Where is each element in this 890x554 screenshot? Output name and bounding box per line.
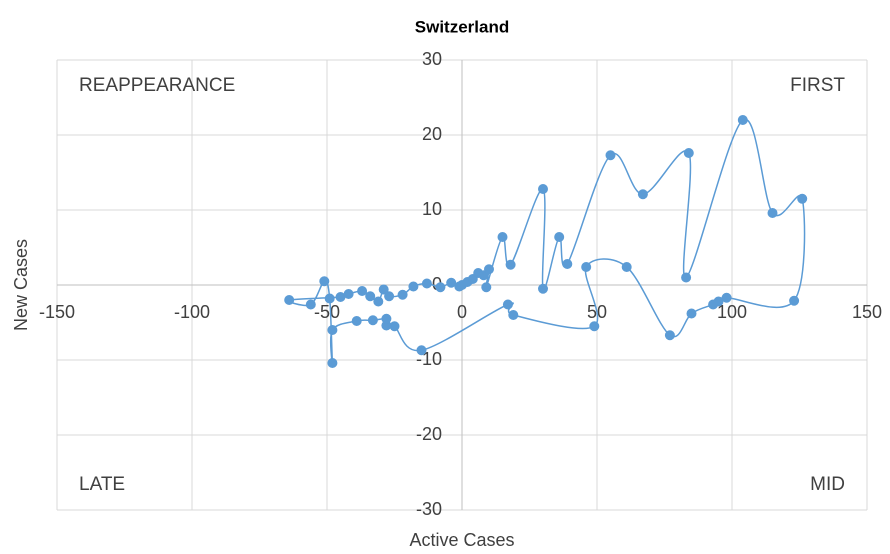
quadrant-label: MID [810, 474, 845, 495]
quadrant-label: REAPPEARANCE [79, 75, 235, 96]
point [481, 282, 492, 293]
point [708, 299, 719, 310]
point [365, 291, 376, 302]
point [686, 308, 697, 319]
point [324, 293, 335, 304]
point [767, 208, 778, 218]
point [581, 262, 592, 272]
point [421, 278, 432, 289]
point [681, 272, 692, 283]
point [508, 310, 519, 320]
x-tick-label: -100 [174, 302, 210, 322]
point [605, 150, 616, 161]
y-tick-label: 30 [422, 49, 442, 69]
quadrant-label: LATE [79, 474, 125, 495]
point [378, 284, 389, 295]
quadrant-label: FIRST [790, 75, 845, 96]
y-tick-label: -20 [416, 424, 442, 444]
point [454, 281, 465, 292]
point [305, 299, 316, 310]
point [484, 264, 494, 275]
point [351, 316, 362, 326]
point [381, 313, 392, 324]
y-tick-label: 20 [422, 124, 442, 144]
point [397, 289, 408, 300]
y-tick-label: 10 [422, 199, 442, 219]
point [562, 259, 573, 269]
point [408, 281, 419, 292]
point [797, 193, 808, 204]
point [327, 325, 338, 335]
point [621, 262, 632, 272]
point [373, 296, 384, 307]
y-axis-title: New Cases [11, 239, 31, 331]
point [554, 232, 565, 242]
y-tick-label: -30 [416, 499, 442, 519]
point [319, 276, 330, 287]
point [446, 277, 457, 288]
point [416, 345, 427, 356]
x-axis-title: Active Cases [409, 530, 514, 550]
x-tick-label: -150 [39, 302, 75, 322]
point [335, 292, 346, 302]
point [384, 291, 395, 302]
point [497, 232, 508, 242]
point [435, 282, 446, 293]
point [505, 259, 516, 270]
point [721, 292, 732, 303]
point [367, 315, 378, 326]
point [789, 295, 800, 306]
x-tick-label: 0 [457, 302, 467, 322]
point [664, 330, 675, 341]
point [284, 295, 295, 305]
point [737, 115, 748, 125]
x-tick-label: 150 [852, 302, 882, 322]
x-tick-label: -50 [314, 302, 340, 322]
x-tick-label: 100 [717, 302, 747, 322]
point [327, 358, 338, 368]
point [502, 299, 513, 310]
series-line [287, 118, 806, 365]
point [343, 289, 354, 299]
chart-title: Switzerland [415, 17, 509, 36]
point [589, 321, 600, 332]
point [637, 189, 648, 200]
point [683, 148, 694, 158]
point [538, 283, 548, 294]
point [538, 184, 548, 194]
point [389, 321, 400, 332]
point [357, 286, 368, 296]
